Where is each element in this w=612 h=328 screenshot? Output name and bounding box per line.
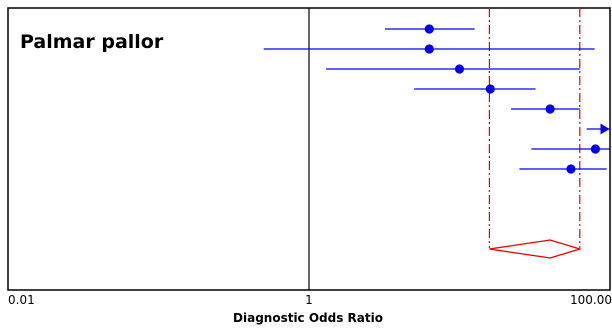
x-axis-ticks: 0.01 1 100.00 <box>8 293 612 307</box>
x-tick-label: 100.00 <box>570 293 612 307</box>
x-tick-label: 1 <box>305 293 313 307</box>
x-tick-label: 0.01 <box>8 293 35 307</box>
study-point <box>590 144 601 154</box>
study-point <box>454 64 465 74</box>
study-point <box>485 84 495 94</box>
study-point <box>424 44 434 54</box>
study-rows <box>263 24 610 174</box>
pooled-diamond <box>489 239 583 259</box>
chart-title: Palmar pallor <box>20 31 164 53</box>
study-arrow-marker <box>600 123 610 135</box>
study-point <box>424 24 434 34</box>
study-point <box>545 104 555 114</box>
x-axis-label: Diagnostic Odds Ratio <box>233 311 383 325</box>
study-point <box>566 164 576 174</box>
